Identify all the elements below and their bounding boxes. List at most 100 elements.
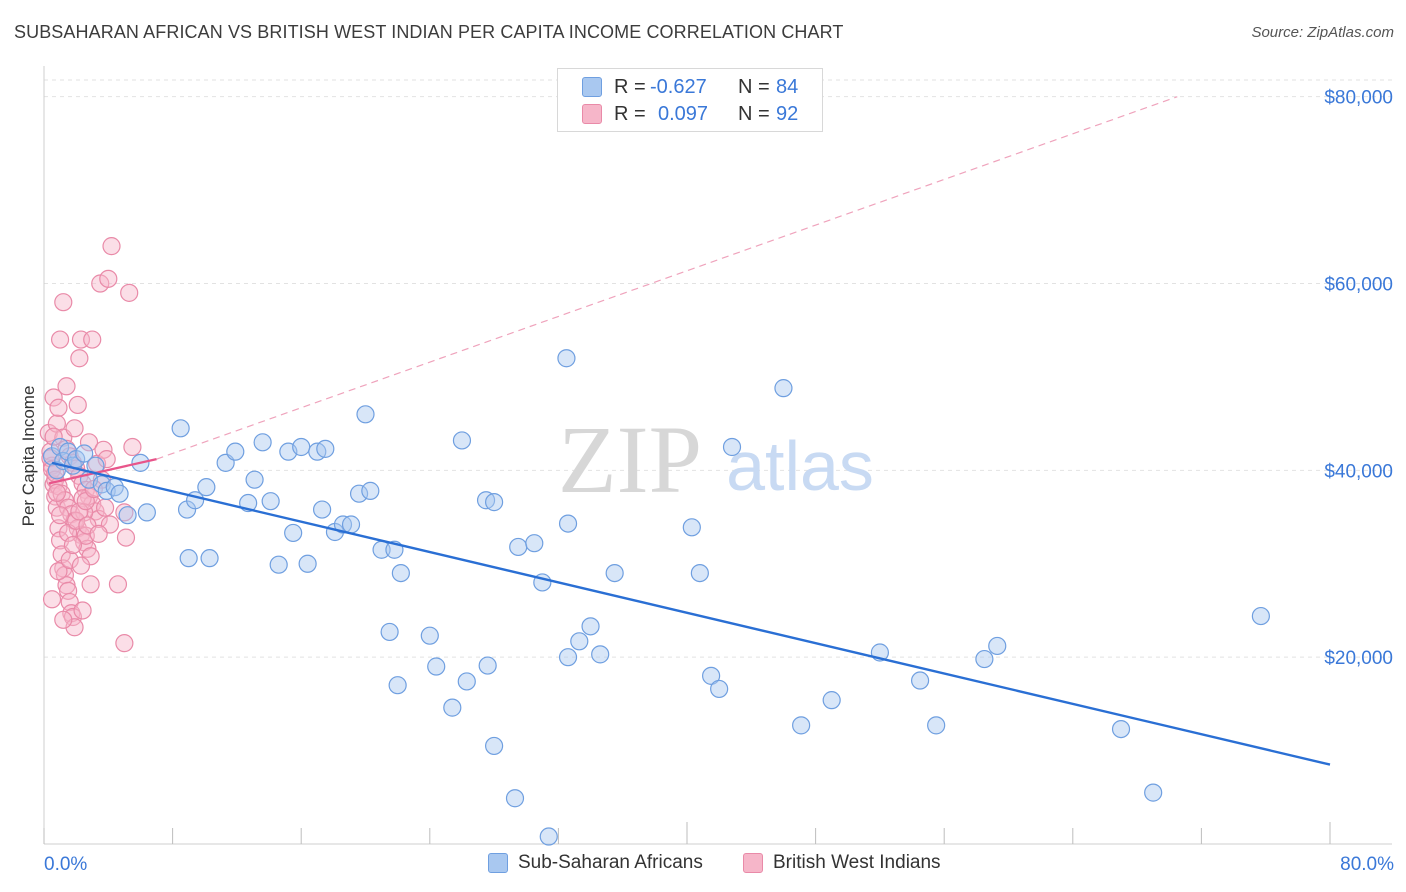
british-west-indian-point <box>79 433 99 452</box>
sub-saharan-african-point <box>356 405 375 424</box>
sub-saharan-african-point <box>380 622 399 642</box>
sub-saharan-african-point <box>558 648 578 667</box>
sub-saharan-african-point <box>284 523 303 543</box>
legend-r-label: R = <box>614 75 646 98</box>
sub-saharan-african-point <box>179 549 198 568</box>
tick-labels: $20,000 $40,000 $60,000 $80,000 0.0% 80.0% <box>44 88 1394 875</box>
sub-saharan-african-point <box>245 470 264 489</box>
british-west-indian-trend-line <box>48 458 157 485</box>
sub-saharan-african-point <box>269 555 288 574</box>
sub-saharan-african-point <box>927 716 946 735</box>
british-west-indian-point <box>47 483 66 502</box>
sub-saharan-african-point <box>591 645 610 664</box>
sub-saharan-african-point <box>822 691 841 710</box>
sub-saharan-african-point <box>478 656 497 675</box>
series-legend-british-west-indian[interactable]: British West Indians <box>743 852 941 874</box>
sub-saharan-african-point <box>557 349 576 368</box>
sub-saharan-african-point <box>443 698 462 717</box>
british-west-indian-point <box>54 293 73 312</box>
british-west-indian-point <box>120 283 139 302</box>
sub-saharan-african-point <box>292 437 311 457</box>
british-west-indian-point <box>108 575 128 594</box>
british-west-indian-point <box>71 556 91 575</box>
series-legend: Sub-Saharan Africans British West Indian… <box>0 852 1406 876</box>
british-west-indian-point <box>63 535 83 555</box>
chart-title: SUBSAHARAN AFRICAN VS BRITISH WEST INDIA… <box>14 22 844 42</box>
y-tick-label: $20,000 <box>1324 648 1393 669</box>
legend-swatch-pink <box>582 104 602 124</box>
series-legend-sub-saharan[interactable]: Sub-Saharan Africans <box>488 852 703 874</box>
series-label: Sub-Saharan Africans <box>518 852 703 873</box>
sub-saharan-african-point <box>1251 606 1270 626</box>
sub-saharan-african-point <box>570 632 589 651</box>
sub-saharan-african-point <box>558 514 578 533</box>
sub-saharan-african-point <box>316 439 335 458</box>
sub-saharan-african-point <box>349 484 369 503</box>
british-west-indian-point <box>42 590 62 609</box>
y-axis-label: Per Capita Income <box>19 386 38 527</box>
sub-saharan-african-point <box>312 500 332 519</box>
sub-saharan-african-point <box>388 676 407 695</box>
sub-saharan-african-point <box>710 679 729 699</box>
sub-saharan-african-point <box>298 554 317 573</box>
x-tick-label-max: 80.0% <box>1340 854 1394 875</box>
sub-saharan-african-point <box>197 478 216 497</box>
y-tick-label: $40,000 <box>1324 461 1393 482</box>
trend-lines <box>48 96 1331 766</box>
british-west-indian-point <box>49 398 68 417</box>
legend-row-sub-saharan: R = -0.627 N = 84 <box>582 74 798 100</box>
sub-saharan-african-point <box>525 534 544 553</box>
legend-r-value: 0.097 <box>658 102 709 125</box>
sub-saharan-african-point <box>261 492 280 511</box>
british-west-indian-point <box>81 547 100 566</box>
british-west-indian-point <box>49 562 68 581</box>
series-label: British West Indians <box>773 852 941 873</box>
british-west-indian-point <box>68 395 87 415</box>
british-west-indian-point <box>70 349 89 368</box>
british-west-indian-point <box>60 550 79 570</box>
legend-n-value: 84 <box>776 75 799 98</box>
british-west-indian-point <box>70 502 89 521</box>
sub-saharan-african-point <box>253 433 272 452</box>
sub-saharan-african-point <box>391 563 410 583</box>
sub-saharan-african-point <box>509 537 528 557</box>
source-note: Source: ZipAtlas.com <box>1251 24 1394 41</box>
british-west-indian-point <box>44 427 63 446</box>
british-west-indian-point <box>97 450 116 469</box>
watermark: ZIP atlas <box>558 406 874 513</box>
y-tick-label: $60,000 <box>1324 275 1393 296</box>
british-west-indian-point <box>81 575 100 594</box>
british-west-indian-point <box>44 388 63 407</box>
sub-saharan-african-point <box>581 617 600 636</box>
sub-saharan-african-point <box>420 626 439 645</box>
legend-row-british-west-indian: R = 0.097 N = 92 <box>582 101 798 127</box>
legend-r-value: -0.627 <box>650 75 707 98</box>
sub-saharan-african-point <box>1111 719 1131 739</box>
sub-saharan-african-point <box>722 437 742 457</box>
sub-saharan-african-point <box>118 506 137 525</box>
sub-saharan-african-point <box>200 549 219 568</box>
sub-saharan-african-point <box>75 444 94 463</box>
british-west-indian-point <box>50 330 70 349</box>
british-west-indian-point <box>73 601 92 620</box>
british-west-indian-trend-extension <box>156 96 1178 460</box>
sub-saharan-african-point <box>452 431 472 450</box>
sub-saharan-african-point <box>427 657 446 676</box>
watermark-zip: ZIP <box>558 406 702 513</box>
sub-saharan-african-point <box>341 515 361 534</box>
british-west-indian-point <box>99 269 118 288</box>
series-swatch-pink <box>743 853 763 873</box>
watermark-atlas: atlas <box>726 427 874 505</box>
sub-saharan-african-point <box>226 442 245 461</box>
british-west-indian-point <box>65 419 84 438</box>
y-tick-label: $80,000 <box>1324 88 1393 109</box>
sub-saharan-african-point <box>1144 783 1163 802</box>
sub-saharan-african-point <box>605 563 624 583</box>
sub-saharan-african-point <box>457 672 476 691</box>
sub-saharan-african-point <box>774 379 793 398</box>
british-west-indian-point <box>50 506 70 525</box>
sub-saharan-african-point <box>792 716 811 735</box>
sub-saharan-african-point <box>485 493 504 512</box>
legend-n-label: N = <box>738 75 770 98</box>
